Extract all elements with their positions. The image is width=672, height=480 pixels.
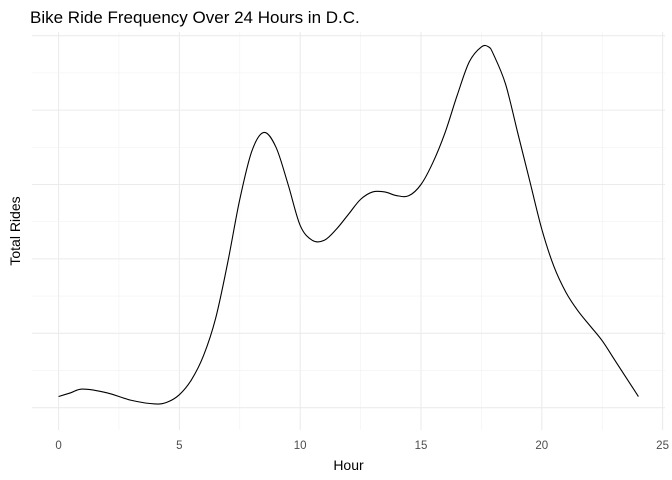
x-tick-label: 0 — [55, 440, 61, 452]
x-tick-label: 20 — [535, 440, 548, 452]
grid — [32, 32, 665, 430]
chart-title: Bike Ride Frequency Over 24 Hours in D.C… — [30, 8, 360, 27]
x-axis-label: Hour — [333, 457, 364, 473]
series — [58, 44, 639, 405]
x-tick-label: 5 — [176, 440, 182, 452]
ride-frequency-line — [58, 44, 639, 405]
x-tick-label: 25 — [656, 440, 669, 452]
y-axis-label: Total Rides — [7, 196, 23, 265]
x-tick-label: 15 — [415, 440, 428, 452]
x-tick-label: 10 — [294, 440, 307, 452]
x-axis-ticks: 0 5 10 15 20 25 — [55, 440, 669, 452]
